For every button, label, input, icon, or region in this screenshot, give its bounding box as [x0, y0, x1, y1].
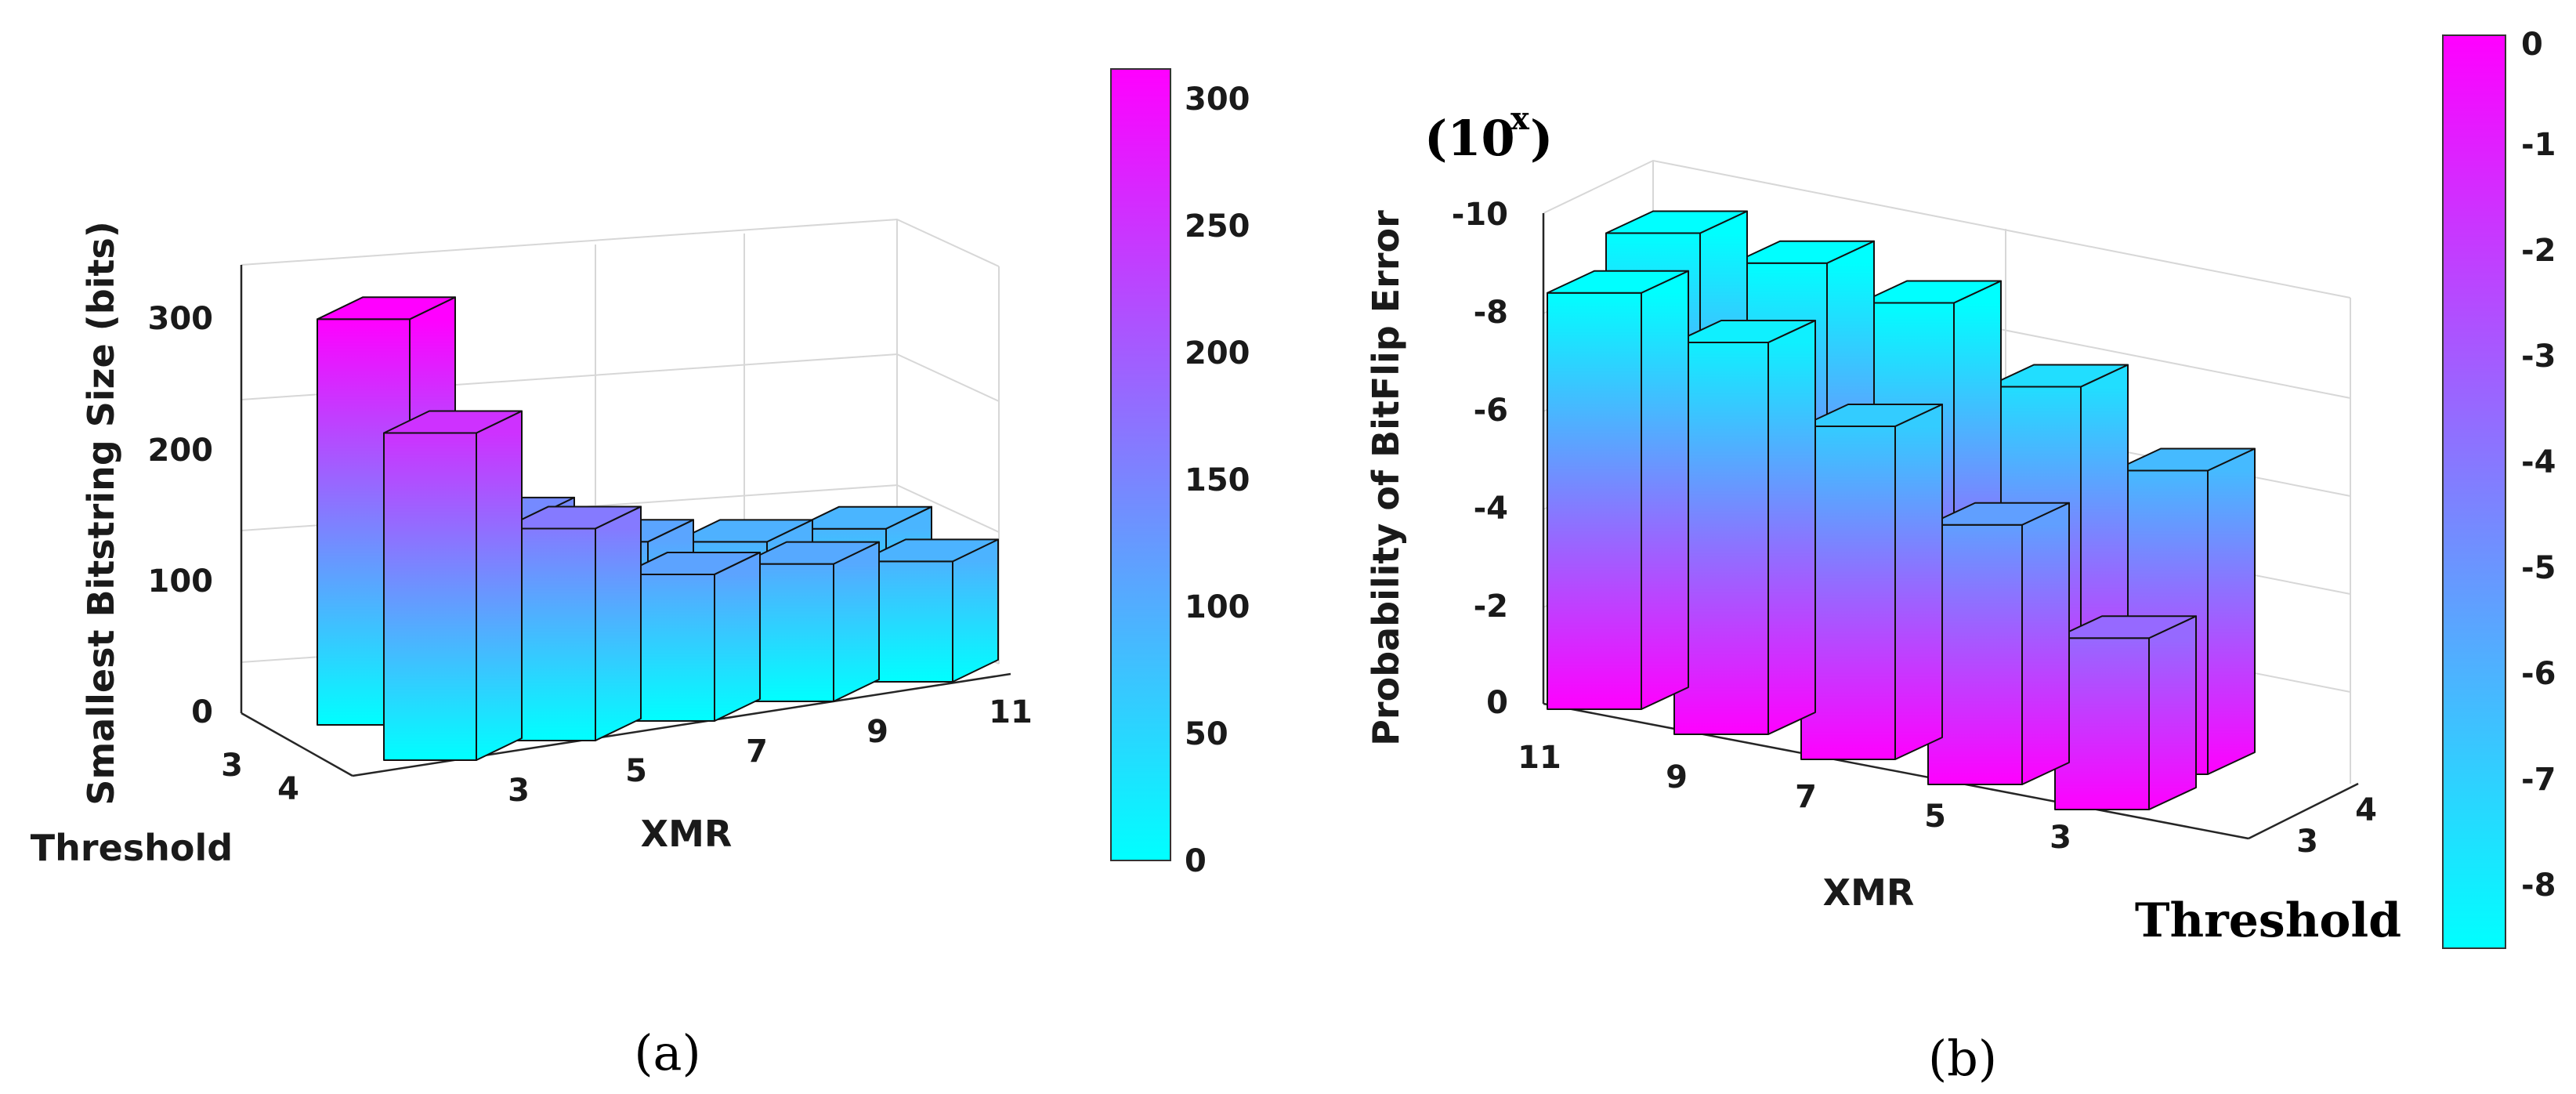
chart-a-xtick: 9	[867, 714, 888, 750]
chart-b-cbtick: -7	[2521, 762, 2556, 798]
chart-a-ytick: 3	[221, 748, 243, 784]
chart-b-colorbar: 0 -1 -2 -3 -4 -5 -6 -7 -8	[2442, 27, 2556, 949]
chart-b-x-ticks: 11 9 7 5 3	[1518, 740, 2071, 856]
chart-b-cbtick: -5	[2521, 550, 2556, 586]
chart-a-caption: (a)	[634, 1024, 700, 1081]
chart-a-colorbar-bar	[1110, 68, 1171, 861]
chart-a-cbtick: 150	[1185, 462, 1250, 498]
chart-b-bar	[1800, 404, 1943, 760]
chart-a-ztick: 100	[148, 563, 214, 600]
chart-b-bar	[1673, 320, 1816, 735]
chart-a-ztick: 200	[148, 433, 214, 469]
chart-a: 0 100 200 300 3 5 7 9 11 3 4 Smallest Bi…	[31, 68, 1250, 1081]
chart-b-ztick: -6	[1474, 393, 1508, 429]
chart-a-bar	[383, 410, 523, 761]
chart-b-xtick: 5	[1924, 799, 1946, 835]
chart-a-bar	[859, 538, 999, 683]
chart-b-zlabel: Probability of BitFlip Error	[1365, 210, 1407, 746]
chart-b-bar	[1927, 502, 2070, 785]
chart-b-colorbar-bar	[2442, 34, 2506, 949]
chart-a-ztick: 0	[191, 694, 213, 730]
chart-b-xlabel: XMR	[1823, 871, 1915, 914]
chart-b-zlabel-unit-base: (10	[1424, 110, 1515, 167]
chart-b-ztick: -8	[1474, 295, 1508, 331]
chart-a-xtick: 11	[989, 694, 1033, 730]
chart-a-xtick: 3	[508, 773, 530, 809]
chart-a-cbtick: 0	[1185, 843, 1207, 879]
chart-a-cbtick: 50	[1185, 716, 1228, 752]
chart-b-ytick: 3	[2296, 824, 2318, 860]
chart-b-cbtick: -2	[2521, 233, 2556, 269]
chart-a-x-ticks: 3 5 7 9 11	[508, 694, 1033, 809]
chart-b-y-ticks: 3 4	[2296, 792, 2377, 860]
chart-b: 0 -2 -4 -6 -8 -10 11 9 7 5 3 3 4 Probabi…	[1365, 27, 2556, 1087]
chart-a-bar	[621, 551, 761, 722]
chart-b-cbtick: 0	[2521, 27, 2543, 63]
chart-a-bars	[317, 296, 999, 761]
chart-b-ztick: -2	[1474, 589, 1508, 625]
chart-b-z-ticks: 0 -2 -4 -6 -8 -10	[1452, 197, 1508, 721]
chart-b-cbtick: -8	[2521, 868, 2556, 904]
chart-b-ylabel: Threshold	[2135, 893, 2401, 948]
chart-b-ytick: 4	[2355, 792, 2377, 828]
chart-b-colorbar-ticks: 0 -1 -2 -3 -4 -5 -6 -7 -8	[2521, 27, 2556, 904]
chart-a-xtick: 7	[746, 734, 768, 770]
chart-a-zlabel: Smallest Bitstring Size (bits)	[80, 221, 122, 806]
chart-b-zlabel-unit: (10 x )	[1424, 100, 1553, 167]
chart-b-xtick: 11	[1518, 740, 1561, 776]
chart-a-xlabel: XMR	[641, 813, 733, 855]
chart-b-cbtick: -1	[2521, 127, 2556, 163]
chart-b-xtick: 9	[1666, 759, 1688, 795]
chart-b-bar	[1547, 270, 1689, 710]
chart-b-zlabel-unit-close: )	[1530, 110, 1553, 167]
chart-a-ztick: 300	[148, 301, 214, 337]
chart-a-xtick: 5	[625, 753, 647, 789]
chart-b-ztick: -4	[1474, 491, 1508, 527]
chart-b-ztick: 0	[1486, 685, 1508, 721]
chart-b-xtick: 3	[2050, 820, 2071, 856]
chart-b-caption: (b)	[1928, 1030, 1997, 1087]
chart-a-cbtick: 250	[1185, 208, 1250, 245]
chart-a-bar	[740, 541, 880, 702]
chart-b-axes	[1542, 213, 2359, 840]
chart-a-bar	[502, 505, 642, 741]
chart-a-ylabel: Threshold	[31, 827, 233, 869]
chart-b-zlabel-unit-exp: x	[1511, 100, 1530, 137]
chart-a-ytick: 4	[277, 771, 299, 807]
chart-a-cbtick: 100	[1185, 589, 1250, 625]
chart-a-z-ticks: 0 100 200 300	[148, 301, 214, 730]
chart-b-cbtick: -6	[2521, 656, 2556, 692]
chart-b-bars	[1547, 210, 2256, 810]
chart-a-y-ticks: 3 4	[221, 748, 299, 807]
chart-a-cbtick: 300	[1185, 82, 1250, 118]
chart-b-bar	[2054, 615, 2197, 810]
chart-b-cbtick: -3	[2521, 339, 2556, 375]
chart-a-colorbar-ticks: 0 50 100 150 200 250 300	[1185, 82, 1250, 879]
chart-b-ztick: -10	[1452, 197, 1508, 233]
chart-b-xtick: 7	[1795, 779, 1817, 815]
chart-a-cbtick: 200	[1185, 335, 1250, 371]
chart-a-colorbar: 0 50 100 150 200 250 300	[1110, 68, 1250, 879]
chart-b-cbtick: -4	[2521, 444, 2556, 480]
